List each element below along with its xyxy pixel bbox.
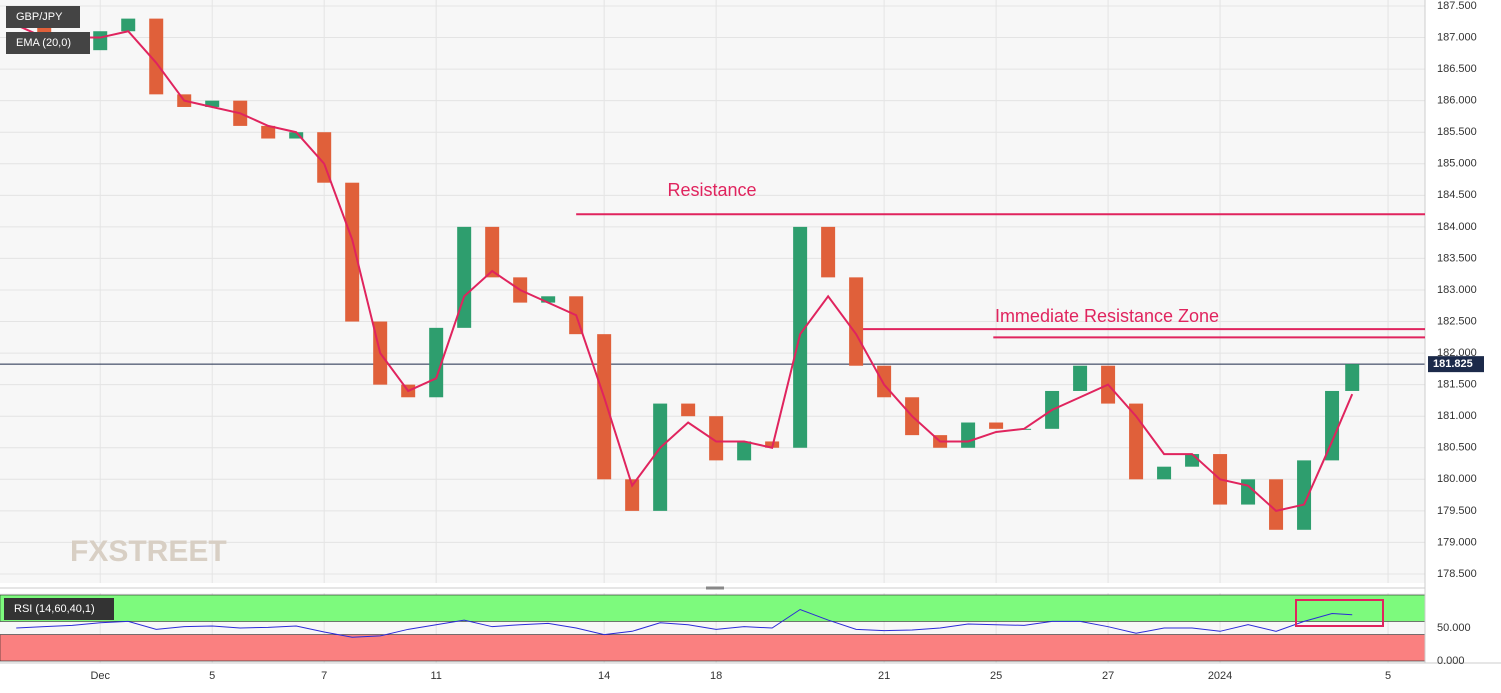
candle-body [737, 441, 752, 461]
y-tick-label: 184.500 [1437, 189, 1477, 201]
y-tick-label: 180.500 [1437, 442, 1477, 454]
candle-body [1073, 365, 1088, 391]
y-tick-label: 180.000 [1437, 473, 1477, 485]
y-tick-label: 181.500 [1437, 379, 1477, 391]
candle-body [961, 422, 976, 448]
y-tick-label: 187.000 [1437, 31, 1477, 43]
x-tick-label: 7 [321, 670, 327, 682]
watermark: FXSTREET [70, 535, 227, 568]
candle-body [541, 296, 556, 303]
y-tick-label: 182.000 [1437, 347, 1477, 359]
y-tick-label: 178.500 [1437, 568, 1477, 580]
candle-body [877, 365, 892, 398]
annotation: Resistance [667, 180, 756, 200]
x-tick-label: 14 [598, 670, 610, 682]
indicator-label: EMA (20,0) [16, 37, 71, 49]
annotation: Immediate Resistance Zone [995, 306, 1219, 326]
series-line [16, 608, 1353, 638]
candle-body [1157, 466, 1172, 480]
candle-body [1269, 479, 1284, 530]
x-tick-label: 18 [710, 670, 722, 682]
x-tick-label: 11 [430, 670, 441, 682]
x-tick-label: Dec [90, 670, 110, 682]
candle-body [681, 403, 696, 417]
candle-body [821, 226, 836, 278]
candle-body [1241, 479, 1256, 505]
candle-body [597, 334, 612, 480]
symbol-chip[interactable] [6, 6, 80, 28]
y-tick-label: 185.000 [1437, 158, 1477, 170]
x-tick-label: 25 [990, 670, 1002, 682]
candle-body [485, 226, 500, 278]
x-tick-label: 2024 [1208, 670, 1232, 682]
candle-body [1297, 460, 1312, 530]
y-tick-label: 50.000 [1437, 622, 1471, 634]
y-tick-label: 186.000 [1437, 95, 1477, 107]
candle-body [121, 18, 136, 32]
candle-body [653, 403, 668, 511]
last-price-box [1428, 356, 1484, 373]
y-tick-label: 185.500 [1437, 126, 1477, 138]
x-tick-label: 5 [209, 670, 215, 682]
rsi-zone [0, 594, 1426, 622]
price-plot-bg [0, 0, 1425, 583]
candle-body [317, 132, 332, 183]
highlight-box [1295, 599, 1384, 627]
y-tick-label: 182.500 [1437, 315, 1477, 327]
x-tick-label: 27 [1102, 670, 1114, 682]
last-price-label: 181.825 [1433, 358, 1473, 370]
y-tick-label: 186.500 [1437, 63, 1477, 75]
candle-body [345, 182, 360, 322]
rsi-chip[interactable] [4, 598, 114, 620]
y-tick-label: 179.000 [1437, 536, 1477, 548]
candle-body [289, 132, 304, 139]
y-tick-label: 179.500 [1437, 505, 1477, 517]
candle-body [261, 125, 276, 139]
x-tick-label: 21 [878, 670, 890, 682]
candle-body [625, 479, 640, 511]
y-tick-label: 184.000 [1437, 221, 1477, 233]
y-tick-label: 183.500 [1437, 252, 1477, 264]
candle-body [93, 31, 108, 51]
y-tick-label: 183.000 [1437, 284, 1477, 296]
candle-body [457, 226, 472, 328]
candle-body [709, 416, 724, 461]
symbol-label: GBP/JPY [16, 11, 63, 23]
y-tick-label: 187.500 [1437, 0, 1477, 12]
candle-body [989, 422, 1004, 429]
candle-body [849, 277, 864, 366]
rsi-label: RSI (14,60,40,1) [14, 603, 95, 615]
candle-body [149, 18, 164, 95]
y-tick-label: 0.000 [1437, 655, 1465, 667]
indicator-chip[interactable] [6, 32, 90, 54]
candle-body [205, 100, 220, 107]
x-tick-label: 5 [1385, 670, 1391, 682]
y-tick-label: 181.000 [1437, 410, 1477, 422]
series-line [15, 24, 1354, 512]
candle-body [1185, 454, 1200, 467]
candle-body [1325, 390, 1340, 461]
rsi-zone [0, 634, 1426, 662]
candle-body [1345, 364, 1360, 391]
